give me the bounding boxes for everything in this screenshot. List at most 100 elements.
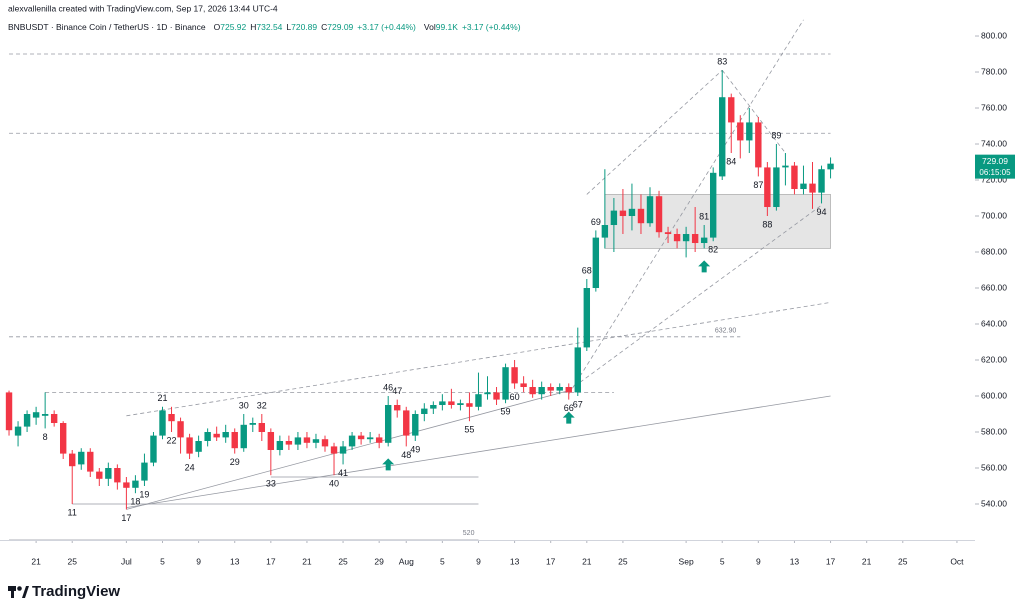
x-tick-label: 21: [302, 556, 312, 566]
brand-logo: TradingView: [8, 583, 120, 600]
candle-body: [502, 367, 509, 400]
count-label: 88: [762, 219, 772, 229]
x-tick-label: 25: [898, 556, 908, 566]
x-tick-label: Oct: [950, 556, 964, 566]
candle-body: [276, 441, 284, 451]
x-tick-label: 13: [510, 556, 520, 566]
candle-body: [764, 167, 771, 208]
count-label: 49: [410, 444, 420, 454]
volume-value: 99.1K: [436, 22, 459, 32]
candle-body: [267, 432, 275, 451]
x-tick-label: 21: [582, 556, 592, 566]
candle-body: [457, 403, 464, 406]
candle-body: [818, 169, 825, 193]
candle-body: [186, 437, 193, 454]
candle-body: [556, 387, 563, 391]
candle-body: [231, 432, 238, 449]
y-tick-label: 720.00: [981, 174, 1007, 184]
count-label: 66: [564, 403, 574, 413]
y-tick-label: 760.00: [981, 102, 1007, 112]
x-tick-label: Sep: [679, 556, 694, 566]
x-tick-label: 5: [440, 556, 445, 566]
candle-body: [619, 210, 627, 217]
candle-body: [78, 451, 85, 465]
candle-body: [87, 451, 94, 472]
count-label: 21: [157, 393, 167, 403]
y-tick-label: 800.00: [981, 30, 1007, 40]
candle-body: [141, 462, 148, 481]
candle-body: [195, 441, 202, 452]
x-tick-label: 17: [546, 556, 556, 566]
candle-body: [41, 414, 49, 416]
candle-body: [691, 234, 699, 244]
candle-body: [69, 453, 76, 467]
candle-body: [384, 405, 392, 443]
candle-body: [646, 196, 654, 224]
count-label: 33: [266, 479, 276, 489]
trendline: [126, 390, 569, 510]
candle-body: [538, 387, 545, 395]
candle-body: [150, 435, 157, 463]
signal-arrow: [382, 458, 395, 471]
low-label: L: [286, 22, 291, 32]
x-tick-label: Jul: [121, 556, 132, 566]
count-label: 46: [383, 382, 393, 392]
candle-body: [303, 437, 311, 443]
candle-body: [755, 122, 762, 168]
x-tick-label: 5: [160, 556, 165, 566]
logo-part: [22, 586, 29, 598]
candle-body: [439, 401, 446, 406]
candle-body: [529, 387, 536, 395]
candle-body: [809, 183, 816, 193]
x-tick-label: 25: [618, 556, 628, 566]
count-label: 89: [771, 130, 781, 140]
count-label: 59: [501, 407, 511, 417]
candle-body: [312, 439, 320, 443]
close-value: 729.09: [327, 22, 353, 32]
count-label: 30: [239, 400, 249, 410]
candle-body: [14, 426, 22, 436]
candle-body: [330, 446, 338, 454]
candle-body: [827, 163, 834, 170]
count-label: 82: [708, 245, 718, 255]
candle-body: [168, 414, 175, 422]
symbol-info: BNBUSDT · Binance Coin / TetherUS · 1D ·…: [8, 22, 206, 32]
count-label: 11: [68, 507, 77, 517]
x-tick-label: 9: [196, 556, 201, 566]
volume-change: +3.17 (+0.44%): [462, 22, 521, 32]
candle-body: [610, 210, 618, 226]
trendline: [568, 204, 822, 391]
low-value: 720.89: [291, 22, 317, 32]
candle-body: [737, 122, 744, 141]
candles: [5, 70, 834, 510]
countdown: 06:15:05: [979, 168, 1011, 177]
candle-body: [493, 392, 500, 400]
count-label: 19: [139, 489, 149, 499]
candle-body: [475, 394, 482, 407]
x-tick-label: 9: [756, 556, 761, 566]
x-tick-label: 21: [862, 556, 872, 566]
y-tick-label: 640.00: [981, 318, 1007, 328]
candle-body: [123, 482, 130, 488]
candle-body: [96, 471, 103, 479]
candle-body: [32, 412, 40, 418]
candle-body: [773, 167, 780, 208]
candle-body: [655, 196, 663, 233]
candle-body: [59, 423, 67, 454]
count-label: 67: [573, 399, 583, 409]
candle-body: [728, 97, 735, 123]
x-tick-label: 13: [790, 556, 800, 566]
x-tick-label: Aug: [399, 556, 414, 566]
credit: alexvallenilla created with TradingView.…: [8, 3, 278, 13]
candle-body: [782, 165, 789, 168]
count-label: 18: [130, 497, 140, 507]
candle-body: [682, 234, 690, 242]
candle-body: [421, 408, 428, 415]
count-label: 69: [591, 217, 601, 227]
candle-body: [222, 432, 229, 438]
candle-body: [294, 437, 302, 445]
candle-body: [394, 405, 401, 411]
level-label: 520: [463, 530, 475, 537]
y-tick-label: 620.00: [981, 354, 1007, 364]
